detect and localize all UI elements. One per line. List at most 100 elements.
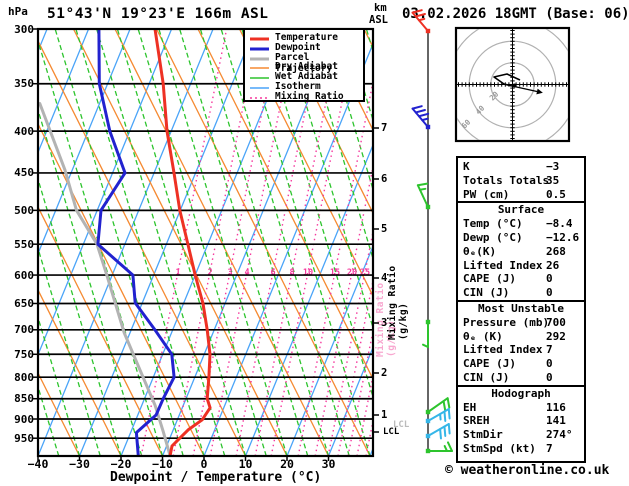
legend-label: Dry Adiabat [275, 61, 338, 73]
mixing-ratio-value-label: 1 [175, 268, 180, 278]
legend-swatch-wet-adiabat-icon [250, 77, 269, 79]
run-datetime: 03.02.2026 18GMT (Base: 06) [402, 6, 629, 22]
table-row-label: PW (cm) [463, 187, 510, 201]
table-row-label: θₑ (K) [463, 329, 503, 343]
legend-row: Temperature [245, 32, 363, 43]
km-tick-label: 1 [381, 408, 388, 421]
table-row: Totals Totals 35 [458, 174, 584, 188]
table-row-label: CIN (J) [463, 286, 510, 300]
legend-label: Wet Adiabat [275, 71, 338, 83]
table-row: Dewp (°C) −12.6 [458, 231, 584, 245]
legend-swatch-mixing-ratio-icon [250, 97, 269, 99]
wet-adiabat-line [54, 30, 184, 455]
wet-adiabat-line [39, 249, 101, 455]
km-tick-label: 2 [381, 366, 388, 379]
temp-tick-label: 30 [321, 457, 336, 471]
barb-full [446, 397, 451, 409]
mixing-ratio-value-label: 2 [207, 268, 212, 278]
table-row-label: CAPE (J) [463, 357, 516, 371]
temp-tick-label: −10 [152, 457, 173, 471]
wet-adiabat-line [39, 180, 122, 455]
wet-adiabat-line [220, 30, 350, 455]
km-tick-label: 3 [381, 316, 388, 329]
dry-adiabat-line [39, 373, 80, 455]
isotherm-line [79, 30, 255, 455]
barb-station-dot [425, 319, 431, 325]
wet-adiabat-line [179, 30, 309, 455]
table-row-label: StmDir [463, 428, 503, 442]
barb-station-dot [425, 433, 431, 439]
dry-adiabat-line [39, 290, 122, 455]
barb-full [447, 408, 451, 420]
temp-tick-label: 10 [238, 457, 253, 471]
table-row: EH 116 [458, 401, 584, 415]
barb-full [447, 423, 451, 435]
dry-adiabat-line [73, 30, 288, 455]
table-row-label: Pressure (mb) [463, 315, 550, 329]
hodograph-origin-dot [512, 83, 517, 88]
wet-adiabat-line [200, 30, 329, 455]
pressure-tick-label: 700 [14, 323, 34, 337]
table-row: Temp (°C) −8.4 [458, 217, 584, 231]
dry-adiabat-line [39, 41, 246, 455]
barb-station-dot [425, 124, 431, 130]
mixing-ratio-value-label: 3 [227, 268, 232, 278]
pressure-tick-label: 500 [14, 203, 34, 217]
pressure-unit-label: hPa [8, 5, 28, 18]
isotherm-line [245, 145, 372, 455]
table-row: SREH 141 [458, 414, 584, 428]
wet-adiabat-line [158, 30, 288, 455]
table-row-value: −8.4 [546, 217, 573, 231]
barb-half [422, 343, 429, 348]
isotherm-line [39, 30, 89, 152]
legend-label: Isotherm [275, 81, 321, 92]
isotherm-line [39, 30, 172, 355]
wind-barb [411, 105, 431, 130]
wind-barb [425, 408, 451, 424]
legend-row: Dewpoint [245, 42, 363, 53]
pressure-tick-label: 800 [14, 370, 34, 384]
km-tick-label: 7 [381, 121, 388, 134]
table-row-value: 0 [546, 286, 553, 300]
wet-adiabat-line [39, 42, 163, 455]
mixing-ratio-value-label: 20 [347, 268, 357, 278]
mixing-ratio-value-label: 4 [244, 268, 249, 278]
plot-border [36, 27, 375, 458]
hodograph [454, 26, 571, 143]
hodograph-arrowhead [536, 88, 543, 95]
wind-barb [411, 9, 431, 34]
pressure-tick-label: 850 [14, 392, 34, 406]
barb-half [443, 445, 448, 452]
mixing-ratio-value-label: 6 [270, 268, 275, 278]
barb-full [411, 9, 423, 14]
barb-full [439, 428, 442, 440]
barb-full [442, 400, 447, 412]
isotherm-line [39, 30, 214, 455]
table-section-header: Hodograph [458, 387, 584, 401]
table-row-label: Temp (°C) [463, 217, 523, 231]
mixing-ratio-line [365, 422, 372, 455]
legend-row: Isotherm [245, 81, 363, 92]
isotherm-line [328, 348, 372, 455]
legend-swatch-temperature-icon [250, 37, 269, 41]
legend-row: Parcel Trajectory [245, 52, 363, 74]
table-row: CAPE (J) 0 [458, 357, 584, 371]
temp-tick-label: 20 [280, 457, 294, 471]
table-row-label: SREH [463, 414, 490, 428]
legend-box: Temperature Dewpoint Parcel Trajectory Dry … [243, 28, 365, 102]
table-row-value: 141 [546, 414, 566, 428]
parcel-trajectory-curve [39, 102, 172, 455]
legend-row: Mixing Ratio [245, 91, 363, 102]
barb-full [414, 108, 426, 114]
temp-tick-label: −30 [69, 457, 90, 471]
barb-station-dot [425, 28, 431, 34]
table-row-label: Dewp (°C) [463, 231, 523, 244]
pressure-tick-label: 400 [14, 124, 34, 138]
legend-swatch-parcel-trajectory-icon [250, 57, 269, 61]
dry-adiabat-line [114, 30, 329, 455]
barb-full [418, 112, 430, 118]
isotherm-line [286, 246, 372, 455]
temperature-curve [153, 30, 212, 455]
temp-tick-label: 0 [200, 457, 208, 471]
table-row-value: 7 [546, 343, 553, 357]
